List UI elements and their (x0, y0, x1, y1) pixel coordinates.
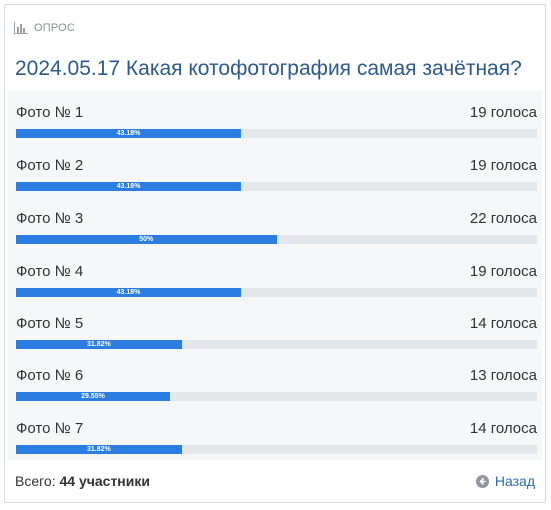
poll-options: Фото № 1 19 голоса 43.18% Фото № 2 19 го… (8, 91, 542, 460)
option-percent: 43.18% (116, 130, 141, 137)
option-bar-fill: 43.18% (16, 182, 241, 191)
option-votes: 19 голоса (469, 263, 537, 280)
poll-card: ОПРОС 2024.05.17 Какая котофотография са… (4, 4, 546, 503)
option-label: Фото № 2 (16, 157, 84, 174)
option-votes: 19 голоса (469, 104, 537, 121)
option-percent: 31.82% (87, 341, 111, 348)
poll-option: Фото № 5 14 голоса 31.82% (15, 308, 537, 349)
option-percent: 31.82% (87, 446, 111, 453)
back-label[interactable]: Назад (494, 473, 535, 489)
option-bar-fill: 29.55% (16, 392, 170, 401)
option-bar-track: 43.18% (16, 288, 537, 297)
option-bar-fill: 31.82% (16, 445, 182, 454)
option-bar-track: 31.82% (16, 340, 537, 349)
poll-header-label: ОПРОС (34, 22, 76, 34)
option-bar-fill: 43.18% (16, 129, 241, 138)
option-label: Фото № 4 (16, 263, 84, 280)
total-participants: Всего: 44 участники (15, 473, 150, 489)
total-count: 44 участники (59, 473, 150, 489)
option-label: Фото № 5 (16, 315, 84, 332)
bar-chart-icon (14, 22, 28, 34)
arrow-left-circle-icon (475, 474, 489, 488)
option-votes: 19 голоса (469, 157, 537, 174)
option-bar-fill: 50% (16, 235, 277, 244)
option-percent: 43.18% (116, 183, 141, 190)
poll-option: Фото № 4 19 голоса 43.18% (15, 256, 537, 297)
back-link[interactable]: Назад (475, 473, 535, 489)
option-label: Фото № 3 (16, 210, 84, 227)
option-votes: 14 голоса (469, 315, 537, 332)
option-label: Фото № 6 (16, 367, 84, 384)
option-percent: 43.18% (116, 289, 141, 296)
option-percent: 50% (139, 236, 154, 243)
option-votes: 14 голоса (469, 420, 537, 437)
option-bar-track: 50% (16, 235, 537, 244)
poll-option: Фото № 1 19 голоса 43.18% (15, 97, 537, 138)
poll-option: Фото № 2 19 голоса 43.18% (15, 150, 537, 191)
option-bar-track: 43.18% (16, 182, 537, 191)
option-bar-track: 29.55% (16, 392, 537, 401)
option-bar-track: 43.18% (16, 129, 537, 138)
poll-header: ОПРОС (14, 20, 75, 36)
option-bar-fill: 43.18% (16, 288, 241, 297)
poll-option: Фото № 7 14 голоса 31.82% (15, 413, 537, 454)
option-votes: 22 голоса (469, 210, 537, 227)
option-label: Фото № 1 (16, 104, 84, 121)
option-label: Фото № 7 (16, 420, 84, 437)
option-bar-fill: 31.82% (16, 340, 182, 349)
poll-option: Фото № 6 13 голоса 29.55% (15, 360, 537, 401)
option-votes: 13 голоса (469, 367, 537, 384)
poll-option: Фото № 3 22 голоса 50% (15, 203, 537, 244)
option-bar-track: 31.82% (16, 445, 537, 454)
option-percent: 29.55% (81, 393, 105, 400)
poll-title: 2024.05.17 Какая котофотография самая за… (15, 57, 522, 80)
poll-footer: Всего: 44 участники Назад (15, 471, 535, 493)
total-prefix: Всего: (15, 473, 56, 489)
